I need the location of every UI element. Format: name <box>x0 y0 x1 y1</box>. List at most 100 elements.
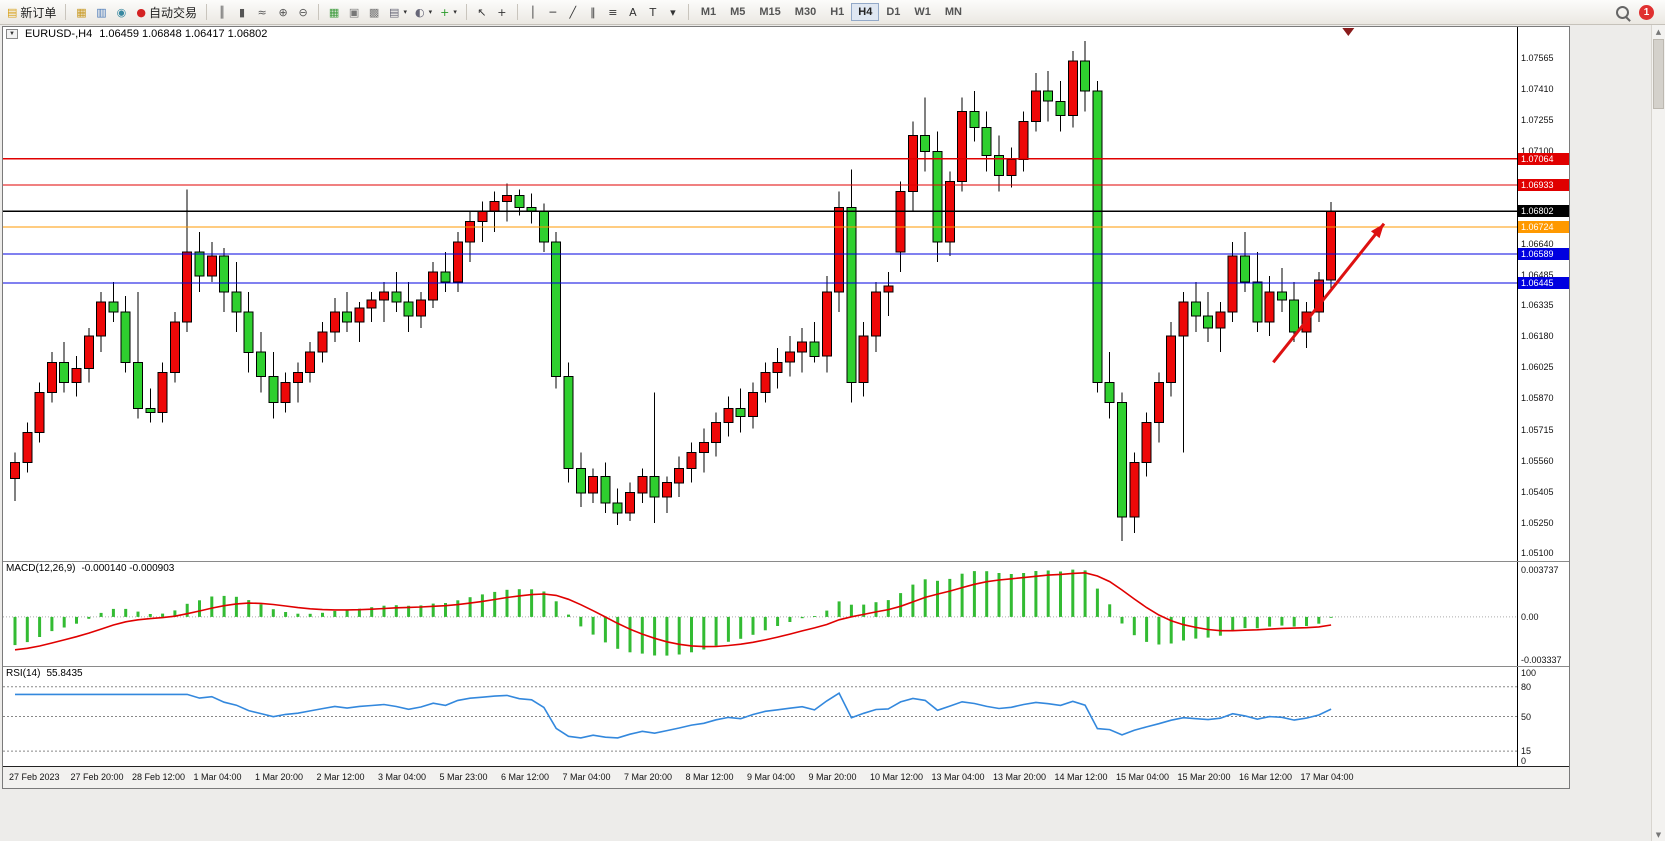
macd-axis[interactable]: 0.003737 0.00 -0.003337 <box>1517 562 1569 666</box>
zoom-out-button[interactable]: ⊖ <box>293 2 313 22</box>
timeframe-toolbar: M1 M5 M15 M30 H1 H4 D1 W1 MN <box>694 3 969 21</box>
equidistant-channel-icon: ∥ <box>590 5 596 19</box>
candle-body <box>957 110 968 183</box>
rsi-panel[interactable]: RSI(14) 55.8435 <box>3 667 1517 766</box>
candle-body <box>440 271 451 283</box>
bar-chart-button[interactable]: ║ <box>212 2 232 22</box>
candle-body <box>1080 60 1091 92</box>
candle-body <box>994 155 1004 177</box>
trend-arrow-head <box>1370 223 1384 239</box>
scroll-down-icon[interactable]: ▼ <box>1655 830 1662 839</box>
time-label: 15 Mar 20:00 <box>1177 772 1231 782</box>
time-label: 9 Mar 20:00 <box>808 772 857 782</box>
macd-values: -0.000140 -0.000903 <box>81 563 175 574</box>
horizontal-line-button[interactable]: ─ <box>543 2 563 22</box>
main-chart[interactable]: ▼ EURUSD-,H4 1.06459 1.06848 1.06417 1.0… <box>3 27 1517 561</box>
candle-body <box>784 351 795 363</box>
candle-body <box>809 341 820 357</box>
candle-body <box>858 335 869 383</box>
scroll-up-icon[interactable]: ▲ <box>1655 27 1662 36</box>
price-tick: 1.07255 <box>1521 115 1554 126</box>
rsi-axis-label: 80 <box>1521 681 1532 692</box>
candle-body <box>686 452 697 470</box>
arrows-button[interactable]: ▾ <box>663 2 683 22</box>
timeframe-w1-button[interactable]: W1 <box>907 3 938 21</box>
trend-arrow-line[interactable] <box>1272 222 1386 364</box>
periods-button[interactable]: ◐ ▾ <box>411 2 436 22</box>
vertical-line-button[interactable]: │ <box>523 2 543 22</box>
candle-body <box>637 476 648 494</box>
candle-body <box>120 311 131 363</box>
workspace: ▼ EURUSD-,H4 1.06459 1.06848 1.06417 1.0… <box>0 25 1665 841</box>
panel-separator[interactable] <box>3 561 1569 562</box>
candle-body <box>760 371 771 393</box>
candle-body <box>59 361 70 383</box>
text-button[interactable]: A <box>623 2 643 22</box>
draw-tools-group: │ ─ ╱ ∥ ≡ A T ▾ <box>523 2 683 22</box>
time-label: 1 Mar 20:00 <box>255 772 304 782</box>
indicators-icon: + <box>440 5 450 19</box>
macd-panel[interactable]: MACD(12,26,9) -0.000140 -0.000903 <box>3 562 1517 666</box>
time-label: 6 Mar 12:00 <box>501 772 550 782</box>
candle-body <box>366 299 377 309</box>
toolbar-separator <box>65 4 67 20</box>
candle-body <box>83 335 94 369</box>
time-axis[interactable]: 27 Feb 2023 27 Feb 20:00 28 Feb 12:00 1 Mar… <box>3 766 1569 788</box>
timeframe-mn-button[interactable]: MN <box>938 3 969 21</box>
timeframe-h1-button[interactable]: H1 <box>823 3 851 21</box>
notification-badge[interactable]: 1 <box>1639 4 1654 20</box>
cursor-button[interactable]: ↖ <box>472 2 492 22</box>
equidistant-channel-button[interactable]: ∥ <box>583 2 603 22</box>
time-label: 27 Feb 20:00 <box>70 772 124 782</box>
rsi-axis[interactable]: 100 80 50 15 0 <box>1517 667 1569 766</box>
candle-body <box>748 391 758 417</box>
timeframe-m5-button[interactable]: M5 <box>723 3 752 21</box>
arrange-windows-button[interactable]: ▩ <box>364 2 384 22</box>
crosshair-button[interactable]: + <box>492 2 512 22</box>
rsi-axis-label: 50 <box>1521 711 1532 722</box>
new-order-button[interactable]: ▤ 新订单 <box>3 2 60 22</box>
timeframe-m15-button[interactable]: M15 <box>752 3 787 21</box>
macd-axis-label: 0.00 <box>1521 611 1539 622</box>
time-label: 16 Mar 12:00 <box>1239 772 1293 782</box>
timeframe-h4-button[interactable]: H4 <box>851 3 880 21</box>
strategy-tester-button[interactable]: ◉ <box>111 2 131 22</box>
new-chart-icon: ▤ <box>389 5 400 19</box>
scrollbar-thumb[interactable] <box>1653 39 1664 109</box>
trendline-button[interactable]: ╱ <box>563 2 583 22</box>
fibonacci-button[interactable]: ≡ <box>603 2 623 22</box>
panel-separator[interactable] <box>3 666 1569 667</box>
candlestick-chart-button[interactable]: ▮ <box>232 2 252 22</box>
price-tick: 1.07410 <box>1521 84 1554 95</box>
chart-shift-marker[interactable] <box>1342 28 1355 36</box>
candle-body <box>1276 291 1287 301</box>
tile-windows-button[interactable]: ▦ <box>324 2 344 22</box>
timeframe-m1-button[interactable]: M1 <box>694 3 723 21</box>
candle-body <box>551 241 562 377</box>
text-label-button[interactable]: T <box>643 2 663 22</box>
zoom-in-button[interactable]: ⊕ <box>273 2 293 22</box>
line-chart-button[interactable]: ≈ <box>252 2 272 22</box>
symbol-dropdown-icon[interactable]: ▼ <box>6 29 18 39</box>
timeframe-d1-button[interactable]: D1 <box>879 3 907 21</box>
market-watch-button[interactable]: ▦ <box>71 2 91 22</box>
price-tick: 1.06025 <box>1521 362 1554 373</box>
candle-body <box>932 151 943 243</box>
new-chart-button[interactable]: ▤ ▾ <box>385 2 411 22</box>
vertical-scrollbar[interactable]: ▲ ▼ <box>1651 25 1665 841</box>
new-order-icon: ▤ <box>7 5 18 19</box>
candle-body <box>317 331 328 353</box>
rsi-chart <box>3 686 1517 752</box>
timeframe-m30-button[interactable]: M30 <box>788 3 823 21</box>
candle-body <box>108 301 119 313</box>
price-line-badge: 1.06802 <box>1518 205 1569 218</box>
cursor-group: ↖ + <box>472 2 512 22</box>
autotrade-button[interactable]: ● 自动交易 <box>132 2 201 22</box>
candle-body <box>243 311 254 353</box>
indicators-button[interactable]: + ▾ <box>436 2 461 22</box>
cascade-windows-button[interactable]: ▣ <box>344 2 364 22</box>
data-window-button[interactable]: ▥ <box>91 2 111 22</box>
price-axis[interactable]: 1.075651.074101.072551.071001.069451.067… <box>1517 27 1569 561</box>
search-icon[interactable] <box>1616 5 1629 19</box>
